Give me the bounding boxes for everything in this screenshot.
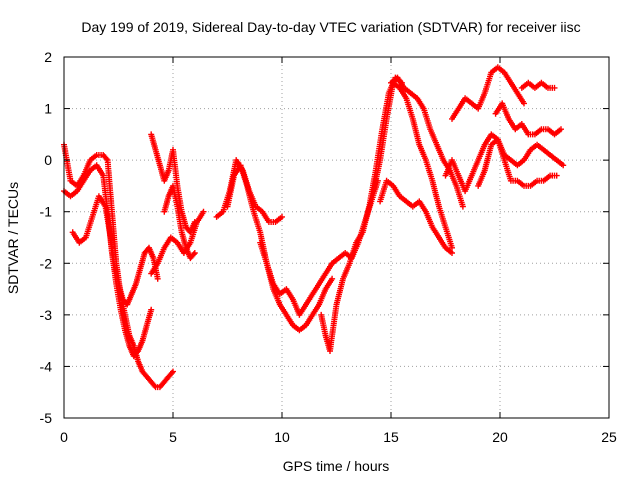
y-tick-label: 0 (44, 152, 52, 168)
series-markers (492, 100, 564, 138)
x-axis-title: GPS time / hours (283, 458, 390, 474)
plot-frame (63, 56, 610, 419)
series-track-d (148, 131, 198, 236)
x-tick-label: 5 (169, 429, 177, 445)
series-markers (148, 208, 207, 277)
series-markers (475, 136, 560, 189)
data-series (61, 64, 567, 391)
series-track-l (388, 74, 466, 210)
y-axis-title: SDTVAR / TECUs (5, 182, 21, 294)
y-tick-label: -5 (40, 410, 53, 426)
x-tick-label: 15 (383, 429, 399, 445)
y-tick-label: -1 (40, 204, 53, 220)
x-tick-label: 0 (60, 429, 68, 445)
x-tick-label: 25 (601, 429, 617, 445)
series-markers (518, 79, 558, 91)
series-track-m (377, 177, 455, 256)
series-markers (388, 74, 466, 210)
series-track-r (518, 79, 558, 91)
series-track-c (69, 193, 161, 308)
series-markers (377, 177, 455, 256)
series-track-k (370, 79, 455, 251)
series-markers (69, 193, 161, 308)
y-tick-label: 1 (44, 101, 52, 117)
series-markers (449, 64, 527, 122)
series-markers (148, 131, 198, 236)
y-tick-label: -2 (40, 255, 53, 271)
axis-ticks: 0 5 10 15 20 25 -5 -4 -3 -2 -1 0 1 2 (40, 49, 617, 445)
series-track-o (449, 64, 527, 122)
series-track-e (148, 208, 207, 277)
series-track-q (492, 100, 564, 138)
series-markers (370, 79, 455, 251)
series-track-p (475, 136, 560, 189)
y-tick-label: 2 (44, 49, 52, 65)
y-tick-label: -3 (40, 307, 53, 323)
chart-title: Day 199 of 2019, Sidereal Day-to-day VTE… (81, 19, 580, 35)
x-tick-label: 10 (274, 429, 290, 445)
series-track-f (161, 182, 198, 262)
y-tick-label: -4 (40, 358, 53, 374)
x-tick-label: 20 (492, 429, 508, 445)
series-markers (161, 182, 198, 262)
